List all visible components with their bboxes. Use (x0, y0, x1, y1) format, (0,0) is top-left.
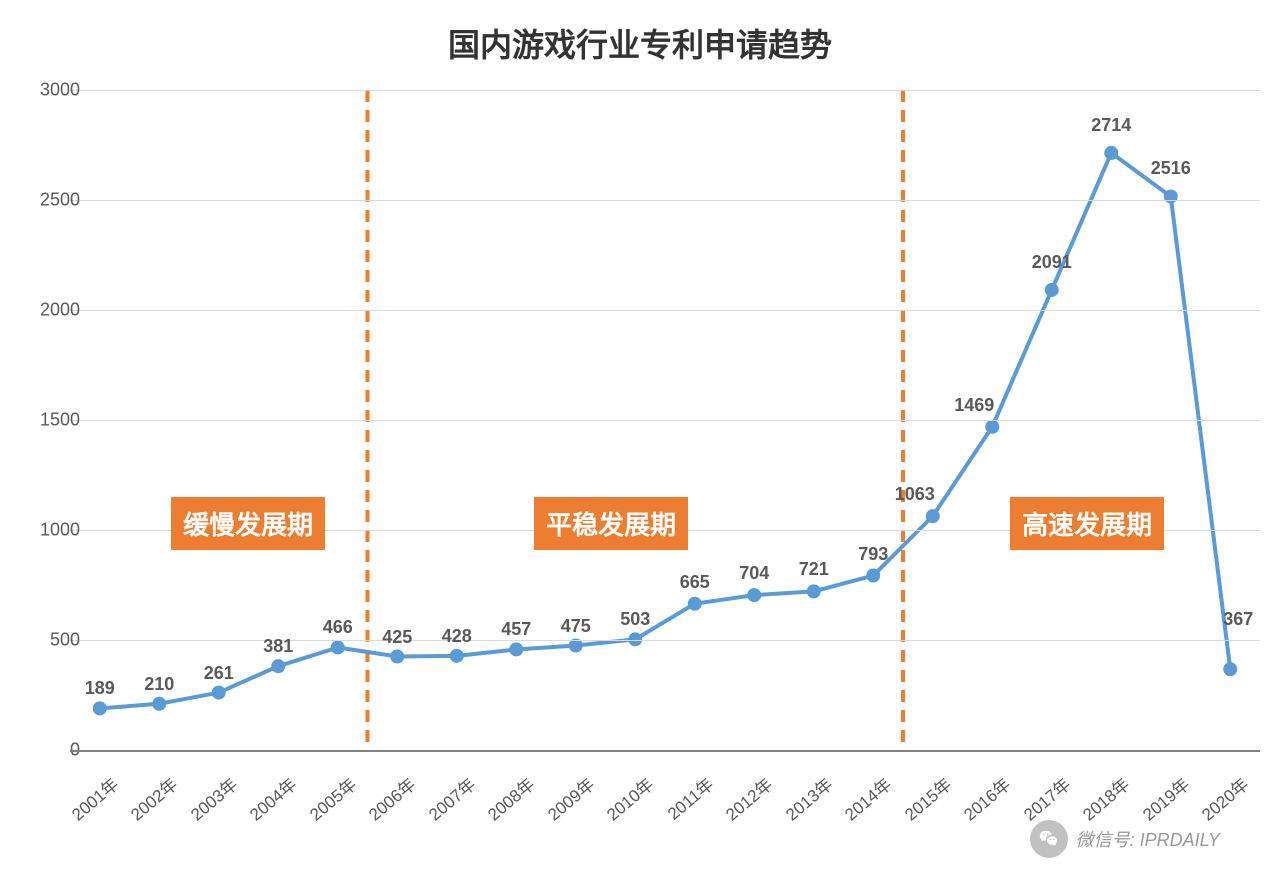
data-marker (93, 701, 107, 715)
data-marker (152, 697, 166, 711)
y-axis-tick-label: 1000 (20, 520, 80, 541)
watermark-text: 微信号: IPRDAILY (1076, 826, 1220, 852)
x-axis-line (70, 750, 1260, 752)
data-marker (747, 588, 761, 602)
data-marker (985, 420, 999, 434)
data-marker (390, 650, 404, 664)
phase-label: 平稳发展期 (534, 497, 688, 550)
y-gridline (70, 640, 1260, 641)
data-marker (1045, 283, 1059, 297)
phase-label: 高速发展期 (1010, 497, 1164, 550)
data-line (100, 153, 1231, 709)
data-label: 466 (323, 617, 353, 638)
y-gridline (70, 310, 1260, 311)
data-label: 425 (382, 627, 412, 648)
data-marker (212, 686, 226, 700)
y-gridline (70, 90, 1260, 91)
data-label: 721 (799, 559, 829, 580)
data-label: 793 (858, 544, 888, 565)
watermark: 微信号: IPRDAILY (1030, 820, 1220, 858)
data-marker (331, 640, 345, 654)
data-label: 189 (85, 678, 115, 699)
chart-plot (0, 0, 1280, 886)
data-label: 2516 (1151, 158, 1191, 179)
y-gridline (70, 420, 1260, 421)
data-label: 2091 (1032, 252, 1072, 273)
data-marker (271, 659, 285, 673)
data-label: 503 (620, 609, 650, 630)
data-label: 2714 (1091, 115, 1131, 136)
chart-container: 国内游戏行业专利申请趋势 050010001500200025003000189… (0, 0, 1280, 886)
y-axis-tick-label: 500 (20, 630, 80, 651)
data-label: 704 (739, 563, 769, 584)
data-label: 1063 (895, 484, 935, 505)
data-label: 457 (501, 619, 531, 640)
data-label: 261 (204, 663, 234, 684)
wechat-icon (1030, 820, 1068, 858)
data-label: 428 (442, 626, 472, 647)
data-marker (866, 569, 880, 583)
y-gridline (70, 200, 1260, 201)
y-axis-tick-label: 2500 (20, 190, 80, 211)
data-label: 367 (1223, 609, 1253, 630)
data-label: 210 (144, 674, 174, 695)
data-label: 1469 (954, 395, 994, 416)
data-label: 381 (263, 636, 293, 657)
data-marker (450, 649, 464, 663)
data-marker (1104, 146, 1118, 160)
data-marker (926, 509, 940, 523)
data-marker (1164, 189, 1178, 203)
y-axis-tick-label: 3000 (20, 80, 80, 101)
y-axis-tick-label: 1500 (20, 410, 80, 431)
data-label: 475 (561, 616, 591, 637)
data-marker (509, 642, 523, 656)
phase-label: 缓慢发展期 (171, 497, 325, 550)
y-axis-tick-label: 2000 (20, 300, 80, 321)
data-marker (1223, 662, 1237, 676)
data-marker (807, 584, 821, 598)
data-marker (688, 597, 702, 611)
data-label: 665 (680, 572, 710, 593)
